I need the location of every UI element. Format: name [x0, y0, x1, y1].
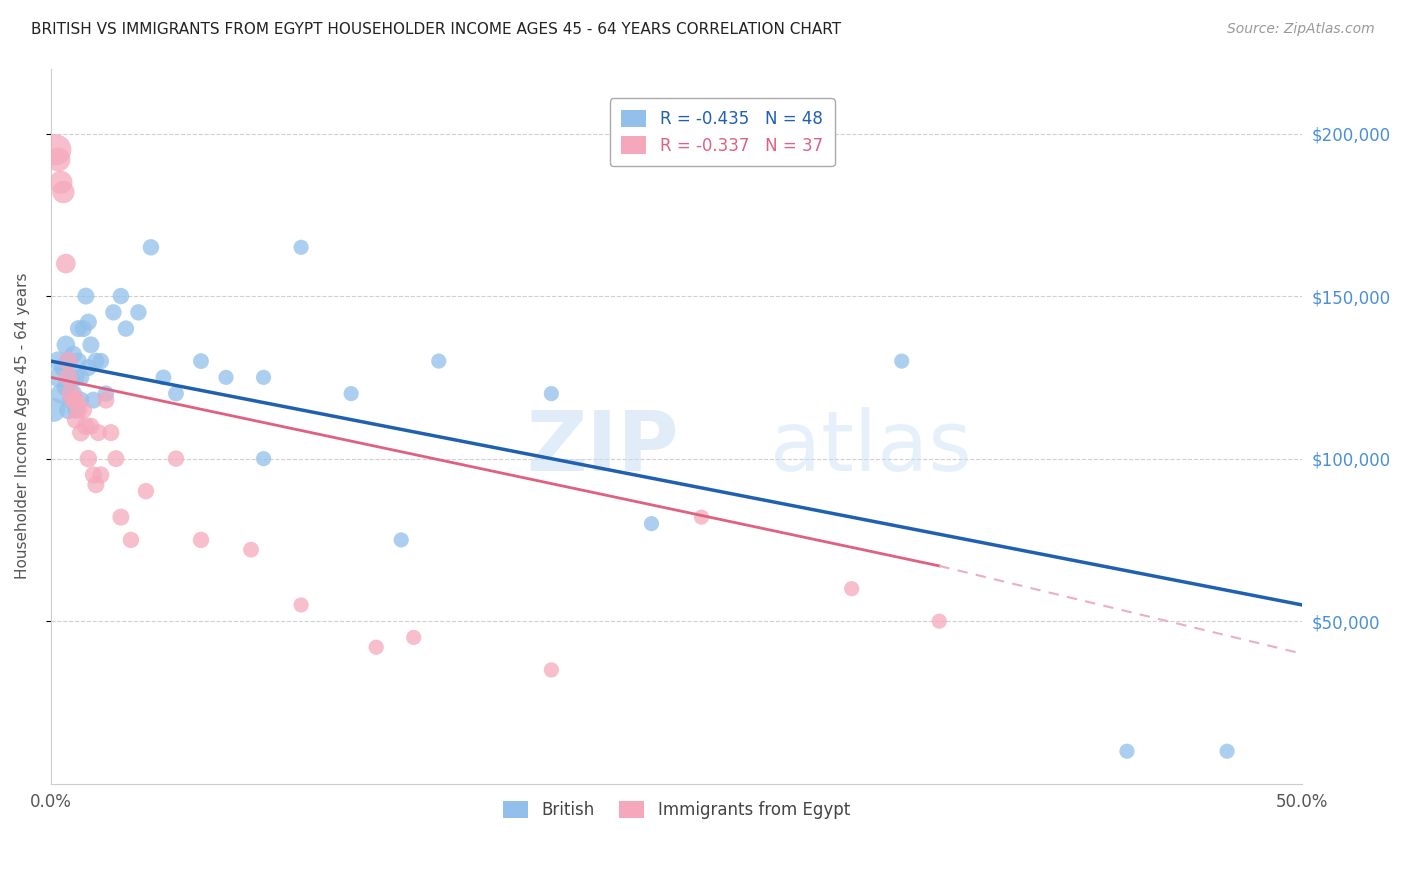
Point [46, 153, 69, 167]
Point [65, 412, 87, 426]
Text: Source: ZipAtlas.com: Source: ZipAtlas.com [1227, 22, 1375, 37]
Point [58, 354, 80, 368]
Point [389, 533, 412, 547]
Point [120, 533, 142, 547]
Point [80, 338, 103, 352]
Point [427, 354, 450, 368]
Point [58, 402, 80, 417]
Point [540, 663, 562, 677]
Point [49, 175, 72, 189]
Point [252, 370, 274, 384]
Point [55, 380, 77, 394]
Point [135, 484, 157, 499]
Point [94, 386, 117, 401]
Point [215, 370, 238, 384]
Point [1116, 744, 1139, 758]
Point [1216, 744, 1239, 758]
Point [100, 425, 122, 440]
Text: ZIP: ZIP [526, 407, 679, 488]
Point [59, 393, 82, 408]
Point [290, 598, 312, 612]
Text: BRITISH VS IMMIGRANTS FROM EGYPT HOUSEHOLDER INCOME AGES 45 - 64 YEARS CORRELATI: BRITISH VS IMMIGRANTS FROM EGYPT HOUSEHO… [31, 22, 841, 37]
Point [67, 402, 90, 417]
Point [928, 614, 950, 628]
Point [190, 533, 212, 547]
Point [841, 582, 863, 596]
Point [690, 510, 713, 524]
Point [252, 451, 274, 466]
Point [67, 354, 90, 368]
Legend: British, Immigrants from Egypt: British, Immigrants from Egypt [496, 794, 856, 825]
Point [110, 510, 132, 524]
Point [55, 338, 77, 352]
Point [87, 425, 110, 440]
Point [77, 315, 100, 329]
Point [70, 393, 93, 408]
Point [58, 354, 80, 368]
Y-axis label: Householder Income Ages 45 - 64 years: Householder Income Ages 45 - 64 years [15, 273, 30, 580]
Point [90, 467, 112, 482]
Point [77, 360, 100, 375]
Point [59, 370, 82, 384]
Point [366, 640, 388, 655]
Point [127, 305, 149, 319]
Point [72, 402, 94, 417]
Point [165, 451, 187, 466]
Point [45, 143, 67, 157]
Point [75, 289, 97, 303]
Text: atlas: atlas [770, 407, 972, 488]
Point [46, 370, 69, 384]
Point [62, 348, 84, 362]
Point [540, 386, 562, 401]
Point [84, 354, 107, 368]
Point [42, 402, 65, 417]
Point [49, 386, 72, 401]
Point [67, 321, 90, 335]
Point [65, 370, 87, 384]
Point [139, 240, 162, 254]
Point [290, 240, 312, 254]
Point [70, 425, 93, 440]
Point [82, 393, 104, 408]
Point [240, 542, 263, 557]
Point [110, 289, 132, 303]
Point [72, 321, 94, 335]
Point [80, 419, 103, 434]
Point [90, 354, 112, 368]
Point [340, 386, 363, 401]
Point [52, 185, 75, 199]
Point [70, 370, 93, 384]
Point [65, 393, 87, 408]
Point [402, 631, 425, 645]
Point [165, 386, 187, 401]
Point [62, 386, 84, 401]
Point [94, 393, 117, 408]
Point [75, 419, 97, 434]
Point [115, 321, 138, 335]
Point [82, 467, 104, 482]
Point [65, 402, 87, 417]
Point [104, 451, 127, 466]
Point [59, 386, 82, 401]
Point [103, 305, 125, 319]
Point [52, 360, 75, 375]
Point [190, 354, 212, 368]
Point [84, 477, 107, 491]
Point [152, 370, 174, 384]
Point [58, 370, 80, 384]
Point [55, 256, 77, 270]
Point [62, 393, 84, 408]
Point [640, 516, 662, 531]
Point [890, 354, 912, 368]
Point [46, 354, 69, 368]
Point [77, 451, 100, 466]
